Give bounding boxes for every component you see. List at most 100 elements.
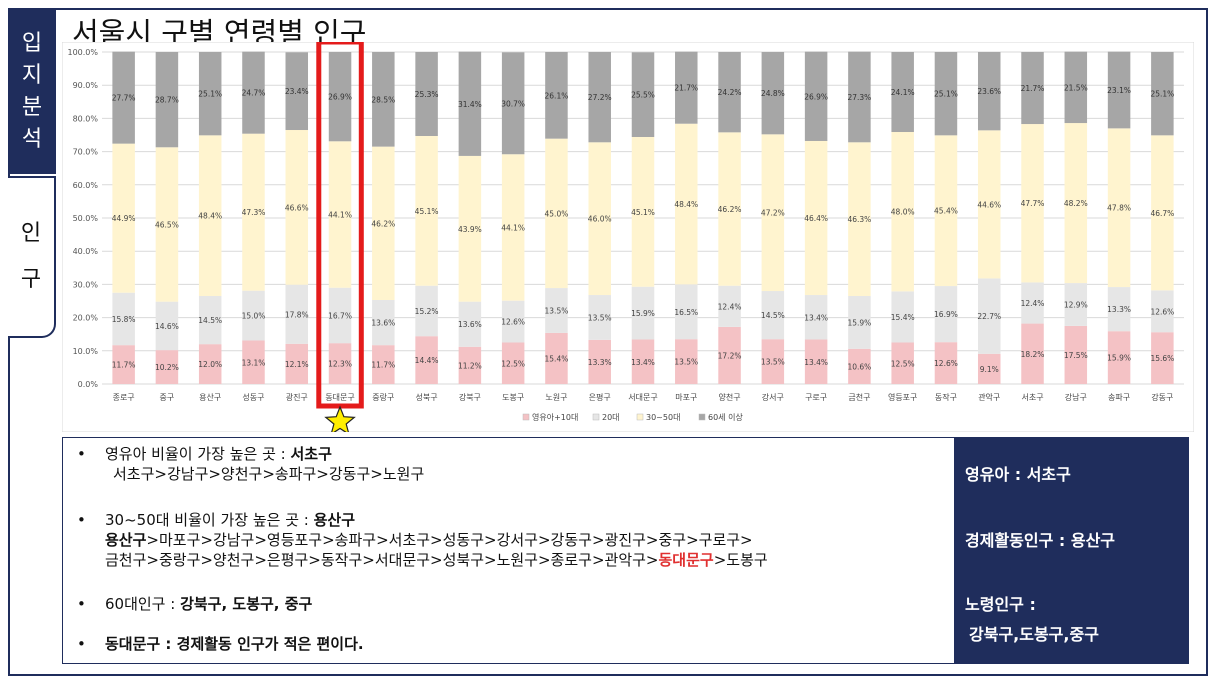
x-tick-label: 금천구 bbox=[848, 392, 870, 402]
data-label: 13.5% bbox=[588, 313, 612, 322]
x-tick-label: 성동구 bbox=[242, 393, 264, 402]
data-label: 11.7% bbox=[371, 361, 395, 370]
bar-segment bbox=[804, 51, 828, 141]
data-label: 12.5% bbox=[501, 359, 525, 368]
data-label: 15.6% bbox=[1150, 354, 1174, 363]
data-label: 44.1% bbox=[328, 211, 352, 220]
bar-segment bbox=[112, 345, 135, 384]
legend-swatch bbox=[698, 413, 706, 421]
bar-segment bbox=[631, 52, 655, 137]
data-label: 25.1% bbox=[934, 90, 958, 99]
finding-ranking: 서초구>강남구>양천구>송파구>강동구>노원구 bbox=[113, 465, 425, 483]
bar-segment bbox=[545, 332, 568, 384]
data-label: 24.7% bbox=[242, 89, 266, 98]
bullet-dot: • bbox=[77, 635, 86, 653]
bar-segment bbox=[848, 51, 871, 143]
bar-segment bbox=[891, 342, 914, 384]
data-label: 13.6% bbox=[458, 320, 482, 329]
data-label: 15.4% bbox=[545, 354, 569, 363]
finding-label: 30~50대 비율이 가장 높은 곳 : bbox=[105, 511, 314, 529]
data-label: 46.2% bbox=[718, 205, 742, 214]
bar-segment bbox=[934, 286, 958, 343]
bar-segment bbox=[545, 138, 568, 289]
data-label: 23.1% bbox=[1107, 86, 1131, 95]
bar-segment bbox=[285, 52, 309, 131]
data-label: 12.5% bbox=[891, 359, 915, 368]
bar-segment bbox=[328, 343, 352, 384]
finding-ranking: >마포구>강남구>영등포구>송파구>서초구>성동구>강서구>강동구>광진구>중구… bbox=[146, 531, 753, 549]
data-label: 30.7% bbox=[501, 99, 525, 108]
bar-segment bbox=[977, 52, 1001, 131]
tab-site-analysis[interactable]: 입 지 분 석 bbox=[8, 10, 56, 174]
bar-segment bbox=[415, 336, 438, 384]
data-label: 13.1% bbox=[242, 358, 266, 367]
data-label: 17.8% bbox=[285, 310, 309, 319]
bar-segment bbox=[198, 135, 222, 297]
data-label: 14.6% bbox=[155, 322, 179, 331]
data-label: 45.4% bbox=[934, 207, 958, 216]
data-label: 12.1% bbox=[285, 360, 309, 369]
legend-label: 60세 이상 bbox=[708, 412, 743, 422]
bar-segment bbox=[848, 142, 871, 297]
data-label: 15.9% bbox=[631, 309, 655, 318]
data-label: 27.3% bbox=[847, 93, 871, 102]
bar-segment bbox=[415, 52, 438, 136]
bar-segment bbox=[675, 123, 698, 285]
bar-segment bbox=[675, 284, 698, 340]
x-tick-label: 중랑구 bbox=[372, 392, 394, 402]
star-icon bbox=[324, 405, 356, 436]
bar-segment bbox=[977, 130, 1001, 279]
bar-segment bbox=[1151, 332, 1174, 384]
data-label: 47.8% bbox=[1107, 204, 1131, 213]
bar-segment bbox=[718, 285, 741, 327]
bar-segment bbox=[675, 51, 698, 124]
finding-value: 서초구 bbox=[290, 445, 332, 463]
tab-population[interactable]: 인 구 bbox=[8, 176, 56, 338]
data-label: 25.1% bbox=[1150, 90, 1174, 99]
bar-segment bbox=[501, 52, 525, 155]
bar-segment bbox=[198, 52, 222, 136]
stacked-bar-chart: 11.7% 15.8% 44.9% 27.7% 10.2% 14.6% 46.5% 28.7%… bbox=[61, 39, 1195, 436]
data-label: 27.2% bbox=[588, 93, 612, 102]
bar-segment bbox=[1151, 135, 1174, 291]
bar-segment bbox=[1107, 51, 1131, 129]
summary-elderly-value: 강북구,도봉구,중구 bbox=[969, 625, 1099, 644]
data-label: 11.7% bbox=[112, 361, 136, 370]
data-label: 25.1% bbox=[198, 90, 222, 99]
data-label: 48.0% bbox=[891, 208, 915, 217]
bar-segment bbox=[1107, 128, 1131, 288]
bar-segment bbox=[458, 346, 482, 384]
bar-segment bbox=[588, 339, 611, 384]
bar-segment bbox=[155, 301, 179, 351]
finding-item: • 동대문구 : 경제활동 인구가 적은 편이다. bbox=[77, 634, 364, 654]
bar-segment bbox=[588, 142, 611, 296]
bar-segment bbox=[415, 135, 438, 286]
bar-segment bbox=[934, 135, 958, 287]
bar-segment bbox=[112, 51, 135, 144]
data-label: 46.0% bbox=[588, 215, 612, 224]
legend-swatch bbox=[522, 413, 530, 421]
summary-panel: 영유아 : 서초구 경제활동인구 : 용산구 노령인구 : 강북구,도봉구,중구 bbox=[955, 437, 1189, 664]
bar-segment bbox=[1064, 123, 1088, 284]
data-label: 12.4% bbox=[1021, 299, 1045, 308]
data-label: 13.5% bbox=[761, 358, 785, 367]
data-label: 28.7% bbox=[155, 96, 179, 105]
bar-segment bbox=[112, 292, 135, 346]
bar-segment bbox=[1107, 331, 1131, 384]
bar-segment bbox=[1021, 323, 1044, 384]
bar-segment bbox=[848, 348, 871, 384]
x-tick-label: 노원구 bbox=[545, 393, 567, 402]
bar-segment bbox=[545, 52, 568, 139]
x-tick-label: 광진구 bbox=[286, 392, 308, 402]
data-label: 18.2% bbox=[1021, 350, 1045, 359]
data-label: 25.3% bbox=[415, 90, 439, 99]
x-tick-label: 도봉구 bbox=[502, 393, 524, 402]
bar-segment bbox=[458, 301, 482, 347]
finding-item: • 30~50대 비율이 가장 높은 곳 : 용산구 용산구>마포구>강남구>영… bbox=[77, 510, 768, 570]
data-label: 27.7% bbox=[112, 94, 136, 103]
finding-value: 강북구, 도봉구, 중구 bbox=[180, 595, 313, 613]
tab-site-analysis-char: 석 bbox=[21, 127, 43, 152]
data-label: 15.0% bbox=[242, 312, 266, 321]
bar-segment bbox=[631, 136, 655, 287]
data-label: 47.3% bbox=[242, 208, 266, 217]
